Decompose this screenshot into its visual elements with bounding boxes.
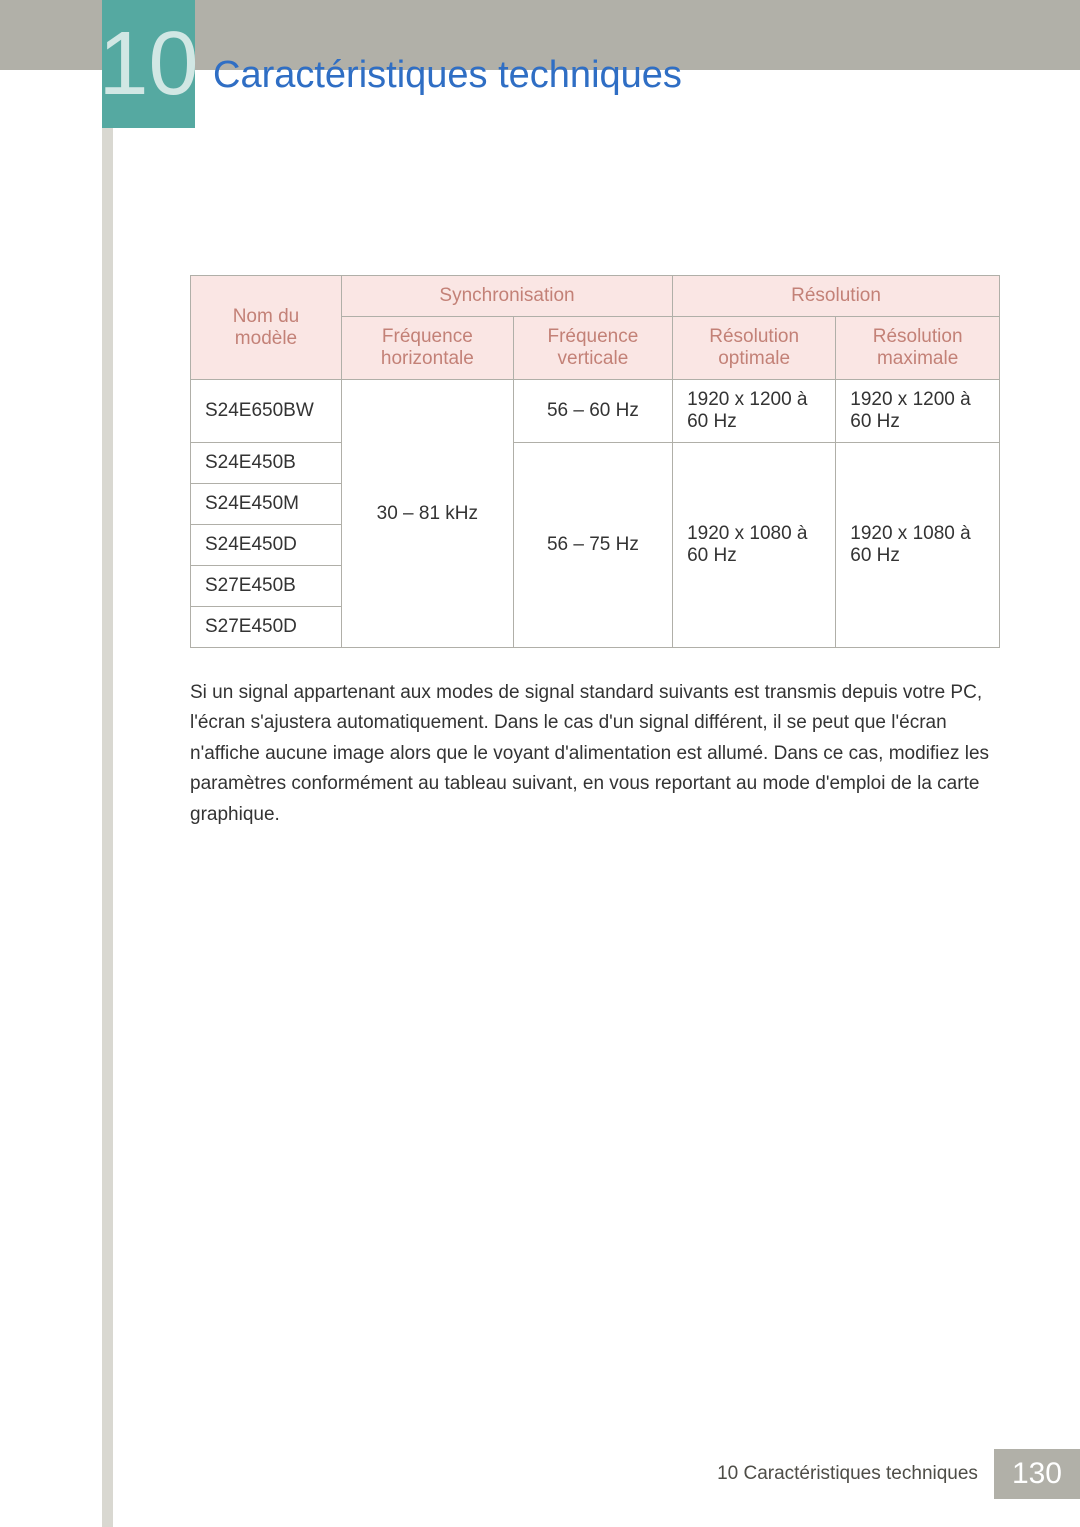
cell-freq-v: 56 – 60 Hz: [513, 380, 672, 443]
table-row: S24E650BW 30 – 81 kHz 56 – 60 Hz 1920 x …: [191, 380, 1000, 443]
cell-res-max: 1920 x 1080 à 60 Hz: [836, 443, 1000, 648]
side-strip: [102, 128, 113, 1527]
content-area: Nom du modèle Synchronisation Résolution…: [190, 275, 1000, 830]
table-row: S24E450B 56 – 75 Hz 1920 x 1080 à 60 Hz …: [191, 443, 1000, 484]
chapter-tab: 10: [102, 0, 195, 128]
th-freq-h: Fréquence horizontale: [341, 317, 513, 380]
th-model-name: Nom du modèle: [191, 276, 342, 380]
cell-model: S24E450B: [191, 443, 342, 484]
cell-model: S24E450D: [191, 525, 342, 566]
page-title: Caractéristiques techniques: [213, 54, 682, 97]
cell-res-opt: 1920 x 1200 à 60 Hz: [673, 380, 836, 443]
table-header-row-1: Nom du modèle Synchronisation Résolution: [191, 276, 1000, 317]
page-number: 130: [994, 1449, 1080, 1499]
th-res-max: Résolution maximale: [836, 317, 1000, 380]
footer-text: 10 Caractéristiques techniques: [717, 1463, 978, 1485]
th-res-opt: Résolution optimale: [673, 317, 836, 380]
cell-model: S27E450B: [191, 566, 342, 607]
cell-model: S24E650BW: [191, 380, 342, 443]
description-paragraph: Si un signal appartenant aux modes de si…: [190, 678, 1000, 830]
cell-model: S27E450D: [191, 607, 342, 648]
cell-model: S24E450M: [191, 484, 342, 525]
th-sync: Synchronisation: [341, 276, 672, 317]
cell-res-max: 1920 x 1200 à 60 Hz: [836, 380, 1000, 443]
spec-table: Nom du modèle Synchronisation Résolution…: [190, 275, 1000, 648]
page-footer: 10 Caractéristiques techniques 130: [717, 1449, 1080, 1499]
cell-freq-h: 30 – 81 kHz: [341, 380, 513, 648]
th-freq-v: Fréquence verticale: [513, 317, 672, 380]
cell-res-opt: 1920 x 1080 à 60 Hz: [673, 443, 836, 648]
document-page: 10 Caractéristiques techniques Nom du mo…: [0, 0, 1080, 1527]
cell-freq-v: 56 – 75 Hz: [513, 443, 672, 648]
th-resolution: Résolution: [673, 276, 1000, 317]
chapter-number: 10: [98, 19, 198, 109]
